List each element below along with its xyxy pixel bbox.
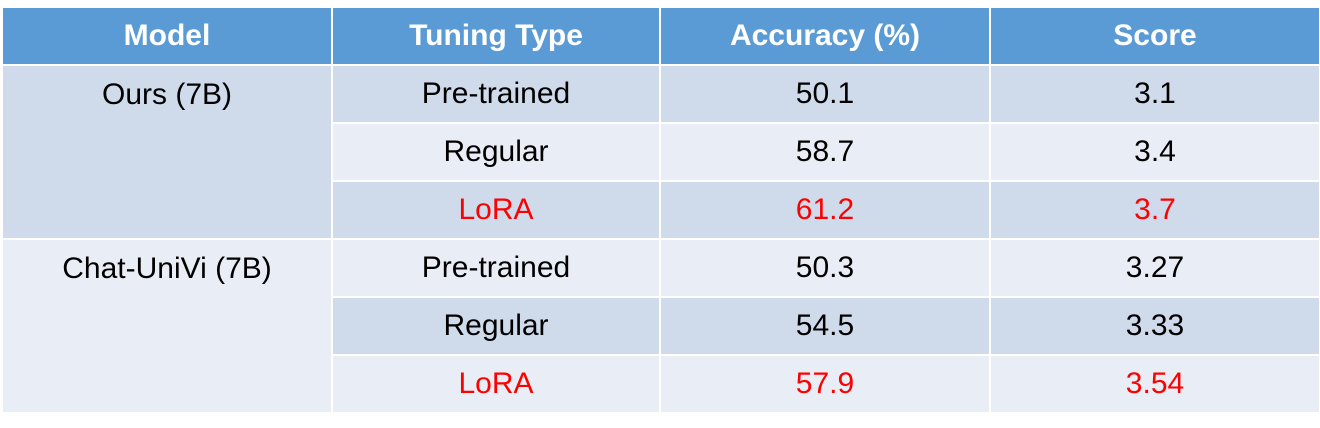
- score-cell: 3.7: [989, 180, 1320, 240]
- table-row: LoRA 61.2 3.7: [2, 180, 1320, 240]
- score-cell: 3.33: [989, 296, 1320, 356]
- tuning-type-cell: LoRA: [331, 180, 661, 240]
- column-header-accuracy: Accuracy (%): [659, 6, 991, 66]
- table-row: Regular 58.7 3.4: [2, 122, 1320, 182]
- table-row: Chat-UniVi (7B) Pre-trained 50.3 3.27: [1, 238, 1320, 414]
- table-row: Ours (7B) Pre-trained 50.1 3.1: [1, 64, 1320, 240]
- model-cell: Ours (7B): [1, 64, 333, 240]
- accuracy-cell: 50.1: [659, 64, 991, 124]
- tuning-type-cell: Regular: [331, 122, 661, 182]
- model-cell: Chat-UniVi (7B): [1, 238, 333, 414]
- score-cell: 3.4: [989, 122, 1320, 182]
- score-cell: 3.1: [989, 64, 1320, 124]
- header-row: Model Tuning Type Accuracy (%) Score: [1, 6, 1320, 66]
- column-header-score: Score: [989, 6, 1320, 66]
- tuning-type-cell: Pre-trained: [331, 64, 661, 124]
- accuracy-cell: 54.5: [659, 296, 991, 356]
- accuracy-cell: 58.7: [659, 122, 991, 182]
- accuracy-cell: 61.2: [659, 180, 991, 240]
- tuning-type-cell: Regular: [331, 296, 661, 356]
- column-header-tuning-type: Tuning Type: [331, 6, 661, 66]
- score-cell: 3.27: [989, 238, 1320, 298]
- tuning-type-cell: LoRA: [331, 354, 661, 414]
- accuracy-cell: 50.3: [659, 238, 991, 298]
- accuracy-cell: 57.9: [659, 354, 991, 414]
- table-row: Regular 54.5 3.33: [2, 296, 1320, 356]
- score-cell: 3.54: [989, 354, 1320, 414]
- column-header-model: Model: [1, 6, 333, 66]
- table-body: Ours (7B) Pre-trained 50.1 3.1 Regular 5…: [1, 64, 1320, 414]
- table-row: LoRA 57.9 3.54: [2, 354, 1320, 414]
- tuning-type-cell: Pre-trained: [331, 238, 661, 298]
- results-table: Model Tuning Type Accuracy (%) Score Our…: [1, 6, 1320, 414]
